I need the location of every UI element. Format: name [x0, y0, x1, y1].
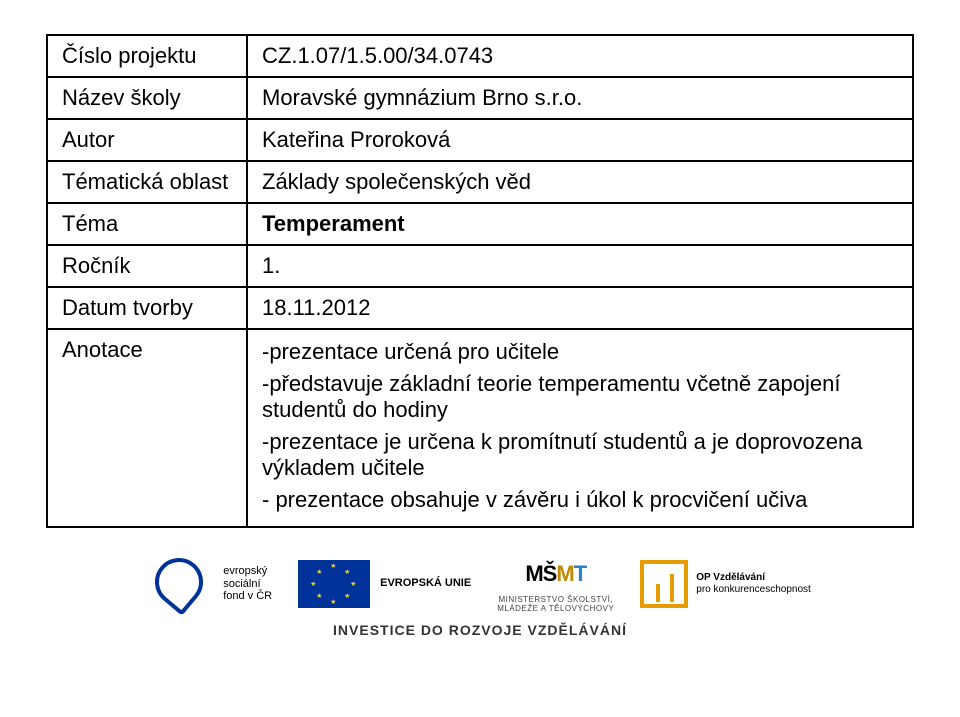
- esf-logo: evropský sociální fond v ČR: [149, 552, 272, 616]
- table-row: Číslo projektu CZ.1.07/1.5.00/34.0743: [47, 35, 913, 77]
- eu-banner: evropský sociální fond v ČR ★ ★ ★ ★ ★ ★ …: [100, 552, 860, 702]
- cell-label: Číslo projektu: [47, 35, 247, 77]
- eu-flag-block: ★ ★ ★ ★ ★ ★ ★ ★ EVROPSKÁ UNIE: [298, 560, 471, 608]
- opvk-line: OP Vzdělávání: [696, 572, 811, 584]
- eu-label: EVROPSKÁ UNIE: [380, 577, 471, 590]
- eu-flag-label: EVROPSKÁ UNIE: [380, 577, 471, 590]
- esf-line: fond v ČR: [223, 590, 272, 603]
- cell-label: Tématická oblast: [47, 161, 247, 203]
- metadata-table: Číslo projektu CZ.1.07/1.5.00/34.0743 Ná…: [46, 34, 914, 528]
- opvk-label: OP Vzdělávání pro konkurenceschopnost: [696, 572, 811, 596]
- msmt-label: MINISTERSTVO ŠKOLSTVÍ, MLÁDEŽE A TĚLOVÝC…: [497, 596, 614, 614]
- table-row: Tématická oblast Základy společenských v…: [47, 161, 913, 203]
- annotation-line: -prezentace je určena k promítnutí stude…: [262, 429, 898, 481]
- cell-label: Téma: [47, 203, 247, 245]
- cell-value: CZ.1.07/1.5.00/34.0743: [247, 35, 913, 77]
- msmt-icon: MŠMT: [528, 554, 584, 594]
- esf-label: evropský sociální fond v ČR: [223, 565, 272, 603]
- cell-value: Kateřina Proroková: [247, 119, 913, 161]
- cell-value: 1.: [247, 245, 913, 287]
- annotation-line: -prezentace určená pro učitele: [262, 339, 898, 365]
- table-row: Název školy Moravské gymnázium Brno s.r.…: [47, 77, 913, 119]
- esf-icon: [149, 552, 213, 616]
- msmt-line: MLÁDEŽE A TĚLOVÝCHOVY: [497, 605, 614, 614]
- eu-flag-icon: ★ ★ ★ ★ ★ ★ ★ ★: [298, 560, 370, 608]
- annotation-line: - prezentace obsahuje v závěru i úkol k …: [262, 487, 898, 513]
- table-row: Datum tvorby 18.11.2012: [47, 287, 913, 329]
- cell-annotation: -prezentace určená pro učitele -představ…: [247, 329, 913, 527]
- cell-value: Základy společenských věd: [247, 161, 913, 203]
- table-row: Autor Kateřina Proroková: [47, 119, 913, 161]
- table-row: Ročník 1.: [47, 245, 913, 287]
- opvk-icon: [640, 560, 688, 608]
- esf-line: sociální: [223, 578, 272, 591]
- page: Číslo projektu CZ.1.07/1.5.00/34.0743 Ná…: [0, 0, 960, 717]
- table-row: Téma Temperament: [47, 203, 913, 245]
- opvk-logo: OP Vzdělávání pro konkurenceschopnost: [640, 560, 811, 608]
- banner-logos-row: evropský sociální fond v ČR ★ ★ ★ ★ ★ ★ …: [149, 552, 811, 616]
- cell-label: Autor: [47, 119, 247, 161]
- cell-value: 18.11.2012: [247, 287, 913, 329]
- cell-label: Název školy: [47, 77, 247, 119]
- esf-line: evropský: [223, 565, 272, 578]
- table-row: Anotace -prezentace určená pro učitele -…: [47, 329, 913, 527]
- footer-banner: evropský sociální fond v ČR ★ ★ ★ ★ ★ ★ …: [0, 537, 960, 717]
- cell-label: Datum tvorby: [47, 287, 247, 329]
- cell-label: Ročník: [47, 245, 247, 287]
- cell-value: Temperament: [247, 203, 913, 245]
- cell-label: Anotace: [47, 329, 247, 527]
- annotation-line: -představuje základní teorie temperament…: [262, 371, 898, 423]
- opvk-line: pro konkurenceschopnost: [696, 584, 811, 595]
- invest-tagline: INVESTICE DO ROZVOJE VZDĚLÁVÁNÍ: [333, 622, 627, 638]
- cell-value: Moravské gymnázium Brno s.r.o.: [247, 77, 913, 119]
- msmt-logo: MŠMT MINISTERSTVO ŠKOLSTVÍ, MLÁDEŽE A TĚ…: [497, 554, 614, 614]
